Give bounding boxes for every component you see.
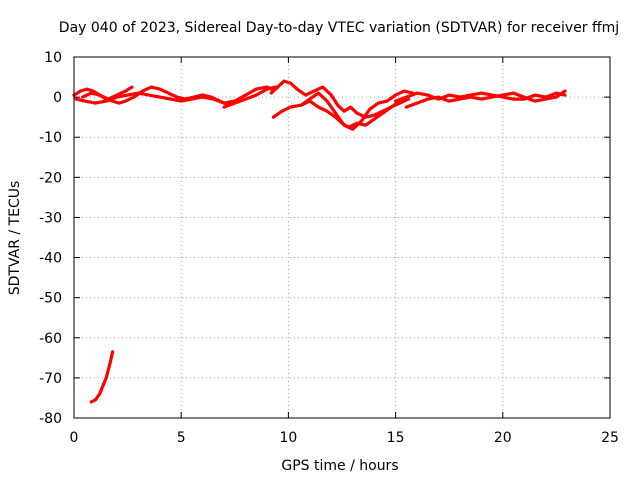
y-tick-label: -60 — [39, 331, 62, 347]
series-track-5 — [269, 79, 411, 119]
series-track-3 — [80, 85, 134, 101]
y-tick-label: -50 — [39, 291, 62, 307]
x-axis-label: GPS time / hours — [281, 458, 398, 474]
chart-title: Day 040 of 2023, Sidereal Day-to-day VTE… — [59, 20, 619, 36]
series-track-7 — [299, 99, 402, 129]
y-tick-label: 10 — [44, 50, 62, 66]
series-track-9 — [404, 89, 567, 109]
y-tick-label: -20 — [39, 170, 62, 186]
x-tick-labels: 0 5 10 15 20 25 — [70, 430, 619, 446]
y-tick-label: -40 — [39, 251, 62, 267]
x-tick-label: 10 — [279, 430, 297, 446]
series-group — [72, 79, 567, 404]
series-track-4 — [222, 85, 278, 109]
x-tick-label: 15 — [387, 430, 405, 446]
series-track-8 — [394, 91, 567, 103]
series-track-10 — [89, 350, 115, 404]
x-tick-label: 5 — [177, 430, 186, 446]
y-axis-label: SDTVAR / TECUs — [7, 181, 23, 296]
y-tick-label: -80 — [39, 411, 62, 427]
y-tick-label: -10 — [39, 130, 62, 146]
x-tick-label: 0 — [70, 430, 79, 446]
y-tick-label: -70 — [39, 371, 62, 387]
series-track-1 — [72, 85, 230, 107]
grid — [74, 57, 610, 418]
y-tick-label: 0 — [53, 90, 62, 106]
x-tick-label: 25 — [601, 430, 619, 446]
y-tick-label: -30 — [39, 210, 62, 226]
plot-frame — [73, 56, 611, 419]
y-tick-labels: 10 0 -10 -20 -30 -40 -50 -60 -70 -80 — [39, 50, 62, 427]
tick-marks — [73, 56, 611, 419]
x-tick-label: 20 — [494, 430, 512, 446]
